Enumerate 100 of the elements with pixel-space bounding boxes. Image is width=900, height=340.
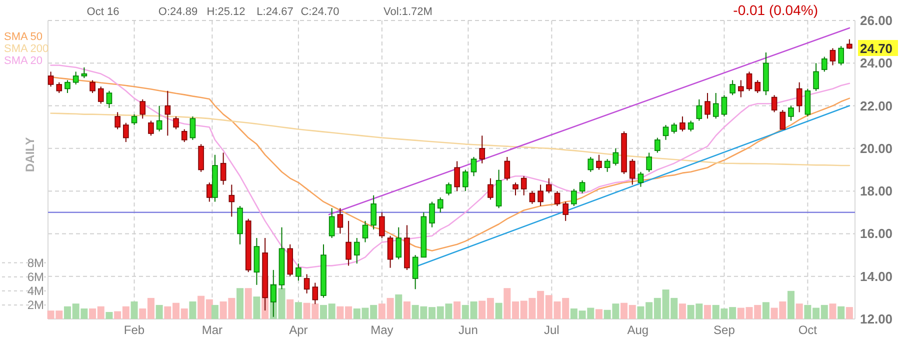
y-tick-label: 20.00: [860, 140, 893, 156]
x-tick-label: Aug: [627, 323, 649, 337]
candlestick: [588, 156, 594, 172]
candlestick: [470, 156, 477, 177]
text: -0.01 (0.04%): [733, 2, 818, 18]
candlestick: [379, 212, 385, 238]
x-tick-label: Oct: [798, 323, 818, 337]
bar: [211, 304, 218, 319]
candlestick: [270, 269, 276, 318]
bar: [454, 301, 461, 319]
candlestick: [462, 169, 468, 192]
candlestick: [821, 56, 828, 72]
bar: [294, 302, 302, 319]
candlestick: [804, 88, 811, 117]
text: 24.70: [860, 41, 893, 56]
candlestick: [746, 71, 752, 92]
candlestick: [604, 158, 610, 172]
y-tick-label: 18.00: [860, 184, 893, 199]
candlestick: [579, 180, 586, 194]
bar: [595, 309, 602, 319]
text: Oct 16: [86, 6, 120, 18]
y-tick-label: 12.00: [860, 312, 893, 326]
candlestick: [671, 122, 678, 134]
bar: [838, 306, 845, 319]
candlestick: [738, 80, 744, 98]
text: C:24.70: [300, 6, 340, 18]
candlestick: [437, 196, 444, 213]
x-tick-label: Jul: [544, 323, 560, 337]
y2-tick-label: 8M: [27, 256, 44, 270]
text: L:24.67: [256, 6, 294, 18]
y2-tick-label: 4M: [27, 284, 44, 298]
candlestick: [328, 208, 335, 238]
candlestick: [680, 116, 686, 132]
candlestick: [446, 182, 452, 196]
y-tick-label: 22.00: [860, 98, 893, 114]
text: SMA 50: [4, 31, 43, 43]
x-tick-label: May: [370, 323, 394, 337]
text: SMA 200: [4, 43, 49, 55]
text: DAILY: [23, 137, 37, 172]
candlestick: [429, 201, 435, 228]
candlestick: [688, 120, 694, 132]
bar: [829, 304, 836, 319]
candlestick: [304, 274, 310, 294]
bar: [253, 296, 260, 319]
x-tick-label: Jun: [458, 323, 478, 337]
candlestick: [504, 156, 510, 181]
y2-tick-label: 2M: [27, 298, 44, 312]
text: H:25.12: [206, 6, 246, 18]
candlestick: [596, 154, 602, 170]
bar: [762, 302, 770, 319]
candlestick: [479, 135, 486, 164]
candlestick: [538, 184, 544, 206]
candlestick: [571, 188, 577, 206]
candlestick: [846, 38, 852, 50]
candlestick: [362, 220, 368, 243]
bar: [704, 304, 712, 319]
candlestick: [520, 176, 527, 196]
candlestick: [562, 201, 568, 222]
candlestick: [629, 158, 636, 186]
y-tick-label: 26.00: [860, 13, 893, 28]
x-tick-label: Apr: [289, 323, 308, 337]
bar: [244, 288, 252, 319]
candlestick: [546, 178, 552, 194]
candlestick: [488, 178, 494, 200]
text: Vol:1.72M: [384, 6, 432, 18]
bar: [236, 288, 244, 319]
bar: [403, 301, 410, 319]
candlestick: [721, 94, 728, 117]
text: O:24.89: [158, 6, 198, 18]
x-tick-label: Sep: [714, 323, 736, 337]
candlestick: [646, 152, 652, 172]
candlestick: [228, 184, 235, 218]
series-label: SMA 20: [4, 55, 43, 67]
bar: [846, 307, 853, 319]
bar: [395, 294, 402, 319]
y2-tick-label: 6M: [27, 270, 44, 284]
y-tick-label: 24.00: [860, 56, 893, 71]
candlestick: [796, 82, 802, 113]
candlestick: [712, 92, 719, 120]
candlestick: [296, 263, 302, 282]
candlestick: [813, 62, 819, 92]
bar: [495, 302, 502, 319]
candlestick: [529, 190, 536, 204]
candlestick: [387, 235, 394, 268]
candlestick: [370, 194, 376, 230]
candlestick: [780, 110, 786, 130]
bar: [796, 304, 803, 319]
candlestick: [754, 80, 761, 94]
candlestick: [838, 46, 844, 66]
candlestick: [337, 208, 344, 234]
candlestick: [612, 148, 619, 166]
candlestick: [662, 124, 669, 140]
y-tick-label: 14.00: [860, 268, 893, 284]
bar: [787, 290, 794, 319]
candlestick: [771, 94, 778, 113]
candlestick: [654, 137, 660, 154]
candlestick: [704, 92, 710, 120]
candlestick: [220, 152, 226, 186]
candlestick: [346, 220, 352, 266]
x-tick-label: Mar: [202, 323, 223, 337]
